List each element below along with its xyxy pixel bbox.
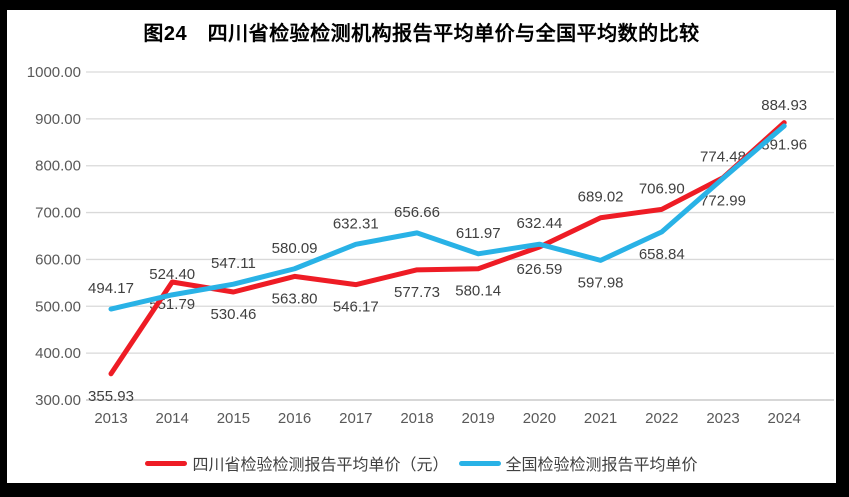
sichuan-data-label: 577.73 xyxy=(394,284,440,301)
national-data-label: 632.44 xyxy=(516,215,562,232)
x-axis-tick-label: 2023 xyxy=(706,410,739,427)
sichuan-data-label: 891.96 xyxy=(761,137,807,154)
sichuan-data-label: 355.93 xyxy=(88,388,134,405)
y-axis-tick-label: 600.00 xyxy=(35,251,81,268)
x-axis-tick-label: 2015 xyxy=(217,410,250,427)
x-axis-tick-label: 2016 xyxy=(278,410,311,427)
national-data-label: 611.97 xyxy=(456,225,501,242)
y-axis-tick-label: 700.00 xyxy=(35,205,81,222)
national-data-label: 656.66 xyxy=(394,204,440,221)
x-axis-tick-label: 2013 xyxy=(94,410,127,427)
chart-title: 图24 四川省检验检测机构报告平均单价与全国平均数的比较 xyxy=(143,23,700,45)
x-axis-tick-label: 2022 xyxy=(645,410,678,427)
national-series-line xyxy=(108,123,787,312)
legend-label-sichuan: 四川省检验检测报告平均单价（元） xyxy=(192,457,449,474)
national-data-label: 580.09 xyxy=(272,240,318,257)
x-axis-tick-label: 2018 xyxy=(400,410,433,427)
sichuan-data-label: 580.14 xyxy=(455,283,501,300)
y-axis-tick-label: 500.00 xyxy=(35,298,81,315)
y-axis-tick-label: 1000.00 xyxy=(27,64,81,81)
legend-item-national: 全国检验检测报告平均单价 xyxy=(458,451,698,475)
sichuan-data-label: 706.90 xyxy=(639,180,685,197)
x-axis-tick-label: 2019 xyxy=(462,410,495,427)
y-axis-tick-label: 800.00 xyxy=(35,158,81,175)
national-series-marker xyxy=(458,460,501,466)
y-axis-tick-label: 900.00 xyxy=(35,111,81,128)
legend-item-sichuan: 四川省检验检测报告平均单价（元） xyxy=(145,451,449,475)
national-data-label: 884.93 xyxy=(761,97,807,114)
x-axis-tick-label: 2014 xyxy=(156,410,189,427)
national-data-label: 772.99 xyxy=(700,192,746,209)
y-axis-tick-label: 400.00 xyxy=(35,345,81,362)
national-data-label: 524.40 xyxy=(149,266,195,283)
chart-legend: 四川省检验检测报告平均单价（元） 全国检验检测报告平均单价 xyxy=(7,451,836,475)
sichuan-data-label: 626.59 xyxy=(516,261,562,278)
x-axis-tick-label: 2020 xyxy=(523,410,556,427)
sichuan-series-marker xyxy=(145,460,188,466)
legend-label-national: 全国检验检测报告平均单价 xyxy=(505,457,698,474)
line-chart-plot-area: 300.00 400.00 500.00 600.00 700.00 800.00 900.… xyxy=(27,64,834,427)
sichuan-data-label: 546.17 xyxy=(333,299,379,316)
sichuan-data-label: 689.02 xyxy=(578,189,624,206)
sichuan-data-label: 774.48 xyxy=(700,149,746,166)
national-data-label: 547.11 xyxy=(211,255,256,272)
y-axis-tick-label: 300.00 xyxy=(35,392,81,409)
sichuan-data-label: 530.46 xyxy=(210,306,256,323)
national-data-label: 494.17 xyxy=(88,280,134,297)
chart-canvas: 图24 四川省检验检测机构报告平均单价与全国平均数的比较 300.00 400.0… xyxy=(7,10,836,483)
sichuan-series-line xyxy=(108,120,787,377)
x-axis-tick-label: 2017 xyxy=(339,410,372,427)
x-axis-tick-label: 2024 xyxy=(768,410,801,427)
x-axis-tick-label: 2021 xyxy=(584,410,617,427)
national-data-label: 632.31 xyxy=(333,215,379,232)
sichuan-data-label: 563.80 xyxy=(272,290,318,307)
national-data-label: 658.84 xyxy=(639,246,685,263)
national-data-label: 597.98 xyxy=(578,274,624,291)
